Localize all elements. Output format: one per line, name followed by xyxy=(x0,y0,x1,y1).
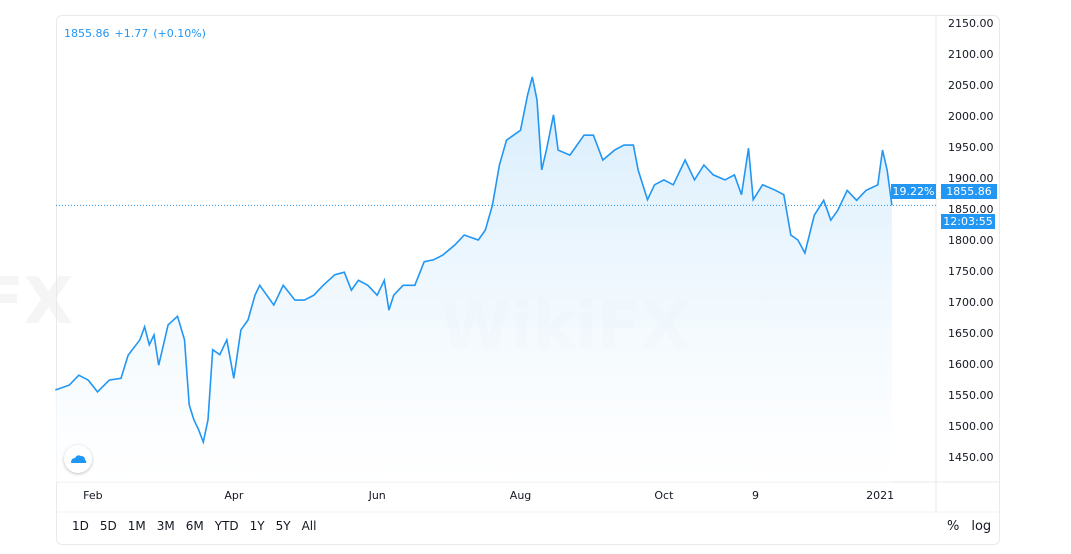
price-line xyxy=(55,76,893,445)
range-button-5y[interactable]: 5Y xyxy=(275,519,291,533)
cloud-icon xyxy=(71,455,87,463)
legend: 1855.86 +1.77 (+0.10%) xyxy=(64,27,211,40)
y-tick-label: 1700.00 xyxy=(948,296,994,309)
y-tick-label: 1600.00 xyxy=(948,358,994,371)
y-tick-label: 1850.00 xyxy=(948,203,994,216)
x-tick-label: Feb xyxy=(83,489,102,502)
y-tick-label: 1550.00 xyxy=(948,389,994,402)
legend-change: +1.77 xyxy=(114,27,149,40)
y-tick-label: 2050.00 xyxy=(948,79,994,92)
y-tick-label: 1950.00 xyxy=(948,141,994,154)
x-tick-label: Apr xyxy=(224,489,244,502)
y-tick-label: 2000.00 xyxy=(948,110,994,123)
range-button-6m[interactable]: 6M xyxy=(185,519,204,533)
x-tick-label: Oct xyxy=(654,489,674,502)
y-tick-label: 1500.00 xyxy=(948,420,994,433)
legend-change-pct: (+0.10%) xyxy=(153,27,206,40)
price-label: 1855.86 xyxy=(941,184,997,199)
legend-price: 1855.86 xyxy=(64,27,110,40)
price-area-fill xyxy=(55,76,892,483)
log-scale-button[interactable]: log xyxy=(971,519,992,534)
range-button-5d[interactable]: 5D xyxy=(99,519,117,533)
range-button-ytd[interactable]: YTD xyxy=(214,519,239,533)
x-tick-label: 2021 xyxy=(866,489,894,502)
range-selector: 1D 5D 1M 3M 6M YTD 1Y 5Y All xyxy=(72,519,327,533)
pct-label: 19.22% xyxy=(891,184,936,199)
y-tick-label: 1900.00 xyxy=(948,172,994,185)
tradingview-logo[interactable] xyxy=(64,445,92,473)
y-tick-label: 1650.00 xyxy=(948,327,994,340)
y-tick-label: 1450.00 xyxy=(948,451,994,464)
scale-selector: % log xyxy=(947,519,1003,534)
range-button-1d[interactable]: 1D xyxy=(72,519,89,533)
range-button-1m[interactable]: 1M xyxy=(127,519,146,533)
x-tick-label: 9 xyxy=(752,489,759,502)
chart-card xyxy=(56,15,1000,545)
x-tick-label: Aug xyxy=(510,489,531,502)
percent-scale-button[interactable]: % xyxy=(947,519,960,534)
range-button-1y[interactable]: 1Y xyxy=(249,519,265,533)
x-tick-label: Jun xyxy=(368,489,386,502)
y-tick-label: 2150.00 xyxy=(948,17,994,30)
range-button-3m[interactable]: 3M xyxy=(156,519,175,533)
range-button-all[interactable]: All xyxy=(301,519,317,533)
watermark: FX xyxy=(0,265,74,339)
countdown-label: 12:03:55 xyxy=(941,214,995,229)
y-tick-label: 1750.00 xyxy=(948,265,994,278)
y-tick-label: 2100.00 xyxy=(948,48,994,61)
y-tick-label: 1800.00 xyxy=(948,234,994,247)
